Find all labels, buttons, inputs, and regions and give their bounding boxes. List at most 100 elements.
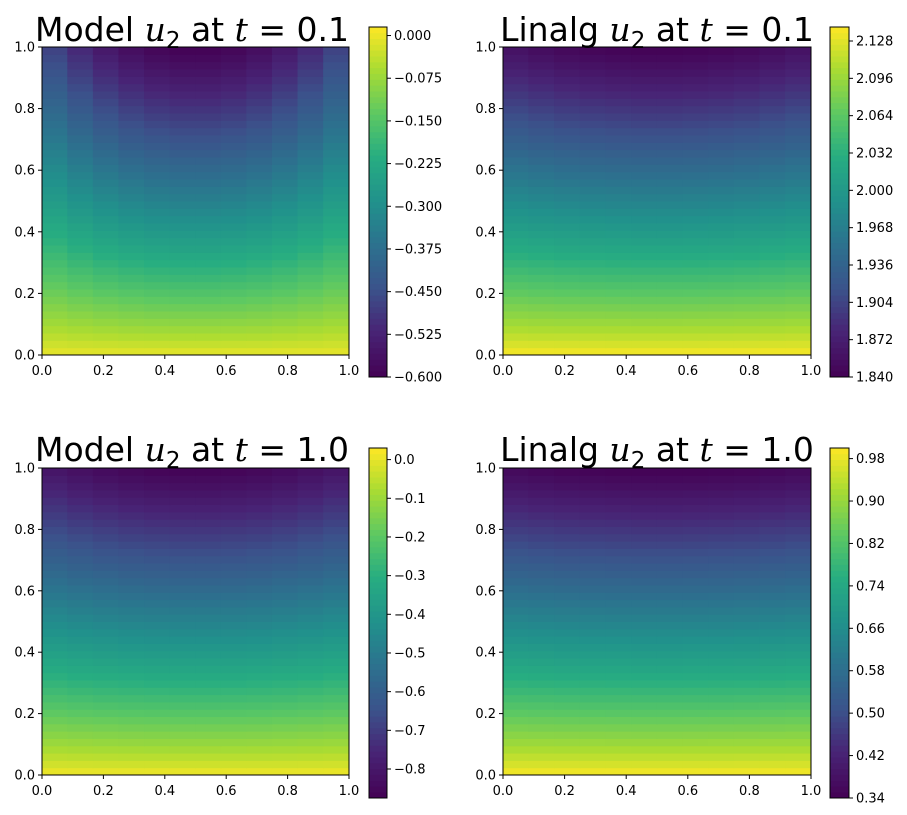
field-cell bbox=[733, 90, 761, 99]
field-cell bbox=[682, 47, 709, 55]
field-cell bbox=[503, 252, 530, 261]
field-cell bbox=[246, 208, 273, 217]
field-cell bbox=[759, 591, 786, 601]
field-cell bbox=[656, 591, 684, 601]
field-cell bbox=[297, 613, 324, 622]
colorbar-segment bbox=[369, 751, 387, 758]
x-tick-label: 1.0 bbox=[801, 784, 822, 799]
field-cell bbox=[169, 98, 196, 107]
field-cell bbox=[605, 621, 632, 630]
field-cell bbox=[220, 475, 248, 484]
field-cell bbox=[579, 504, 607, 513]
field-cell bbox=[92, 208, 120, 217]
field-cell bbox=[579, 584, 607, 593]
subplot-1: 0.0 0.2 0.4 0.6 0.8 1.00.00.20.40.60.81.00.00… bbox=[14, 10, 442, 386]
field-cell bbox=[195, 90, 222, 99]
colorbar-segment bbox=[369, 353, 387, 360]
field-cell bbox=[220, 511, 248, 520]
field-cell bbox=[195, 496, 222, 506]
colorbar-segment bbox=[830, 581, 849, 589]
y-tick-label: 0.8 bbox=[475, 523, 496, 538]
field-cell bbox=[67, 701, 94, 710]
field-cell bbox=[682, 679, 709, 688]
colorbar-segment bbox=[830, 465, 849, 472]
field-cell bbox=[144, 215, 171, 224]
field-cell bbox=[785, 628, 811, 637]
field-cell bbox=[759, 650, 786, 659]
field-cell bbox=[118, 665, 145, 674]
field-cell bbox=[759, 76, 786, 85]
field-cell bbox=[323, 303, 349, 312]
field-cell bbox=[656, 222, 684, 231]
field-cell bbox=[297, 570, 324, 579]
field-cell bbox=[631, 266, 658, 275]
field-cell bbox=[118, 635, 145, 644]
field-cell bbox=[682, 730, 709, 739]
y-tick-label: 0.2 bbox=[14, 707, 35, 722]
field-cell bbox=[579, 518, 607, 527]
colorbar-segment bbox=[830, 265, 849, 273]
field-cell bbox=[144, 511, 171, 520]
colorbar-segment bbox=[830, 201, 849, 209]
field-cell bbox=[785, 252, 811, 261]
field-cell bbox=[42, 628, 69, 637]
colorbar-segment bbox=[830, 102, 849, 109]
field-cell bbox=[503, 230, 530, 239]
field-cell bbox=[708, 621, 735, 630]
field-cell bbox=[605, 599, 632, 608]
field-cell bbox=[528, 274, 555, 283]
field-cell bbox=[67, 61, 94, 70]
field-cell bbox=[733, 496, 761, 506]
field-cell bbox=[144, 281, 171, 290]
field-cell bbox=[144, 288, 171, 297]
field-cell bbox=[323, 186, 349, 195]
field-cell bbox=[733, 120, 761, 129]
field-cell bbox=[554, 716, 581, 725]
field-cell bbox=[246, 686, 273, 696]
field-cell bbox=[271, 83, 299, 92]
field-cell bbox=[631, 708, 658, 718]
field-cell bbox=[195, 200, 222, 209]
field-cell bbox=[323, 475, 349, 484]
field-cell bbox=[118, 511, 145, 520]
field-cell bbox=[631, 281, 658, 290]
field-cell bbox=[323, 577, 349, 586]
field-cell bbox=[631, 548, 658, 557]
field-cell bbox=[144, 178, 171, 187]
field-cell bbox=[631, 701, 658, 710]
field-cell bbox=[656, 244, 684, 253]
field-cell bbox=[528, 606, 555, 615]
field-cell bbox=[92, 68, 120, 77]
field-cell bbox=[579, 288, 607, 297]
field-cell bbox=[118, 332, 145, 341]
field-cell bbox=[246, 186, 273, 195]
field-cell bbox=[759, 164, 786, 173]
field-cell bbox=[297, 142, 324, 151]
field-cell bbox=[682, 178, 709, 187]
field-cell bbox=[554, 540, 581, 549]
field-cell bbox=[118, 288, 145, 297]
colorbar-segment bbox=[830, 195, 849, 203]
field-cell bbox=[323, 149, 349, 158]
colorbar-segment bbox=[830, 640, 849, 647]
field-cell bbox=[579, 701, 607, 710]
field-cell bbox=[503, 511, 530, 520]
field-cell bbox=[169, 310, 196, 319]
subplot-title: Linalg u2 at t = 1.0 bbox=[500, 430, 814, 474]
field-cell bbox=[271, 112, 299, 121]
field-cell bbox=[195, 738, 222, 747]
field-cell bbox=[708, 665, 735, 674]
field-cell bbox=[246, 310, 273, 319]
field-cell bbox=[631, 679, 658, 688]
field-cell bbox=[682, 468, 709, 476]
field-cell bbox=[220, 347, 248, 355]
field-cell bbox=[169, 171, 196, 180]
field-cell bbox=[579, 61, 607, 70]
field-cell bbox=[785, 752, 811, 761]
field-cell bbox=[42, 156, 69, 165]
field-cell bbox=[42, 215, 69, 224]
colorbar-segment bbox=[830, 716, 849, 723]
field-cell bbox=[169, 47, 196, 55]
field-cell bbox=[144, 105, 171, 114]
field-cell bbox=[785, 230, 811, 239]
